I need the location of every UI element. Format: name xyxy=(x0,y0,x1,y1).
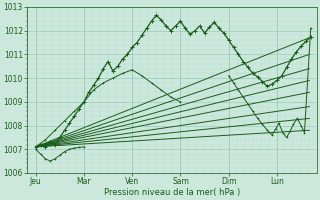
X-axis label: Pression niveau de la mer( hPa ): Pression niveau de la mer( hPa ) xyxy=(104,188,240,197)
